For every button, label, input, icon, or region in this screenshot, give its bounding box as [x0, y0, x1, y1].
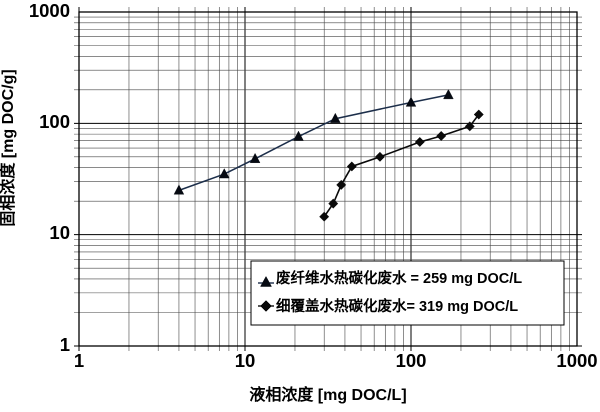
- svg-text:10: 10: [49, 222, 70, 243]
- svg-text:1: 1: [74, 350, 84, 371]
- svg-text:1000: 1000: [29, 0, 70, 21]
- svg-text:废纤维水热碳化废水 = 259 mg DOC/L: 废纤维水热碳化废水 = 259 mg DOC/L: [276, 269, 522, 287]
- svg-text:1000: 1000: [556, 350, 597, 371]
- svg-text:1: 1: [60, 334, 70, 355]
- svg-text:细覆盖水热碳化废水= 319 mg DOC/L: 细覆盖水热碳化废水= 319 mg DOC/L: [276, 297, 518, 315]
- svg-text:10: 10: [235, 350, 256, 371]
- svg-text:100: 100: [39, 111, 70, 132]
- svg-text:固相浓度 [mg DOC/g]: 固相浓度 [mg DOC/g]: [0, 69, 17, 226]
- svg-text:液相浓度 [mg DOC/L]: 液相浓度 [mg DOC/L]: [249, 385, 406, 404]
- svg-text:100: 100: [396, 350, 427, 371]
